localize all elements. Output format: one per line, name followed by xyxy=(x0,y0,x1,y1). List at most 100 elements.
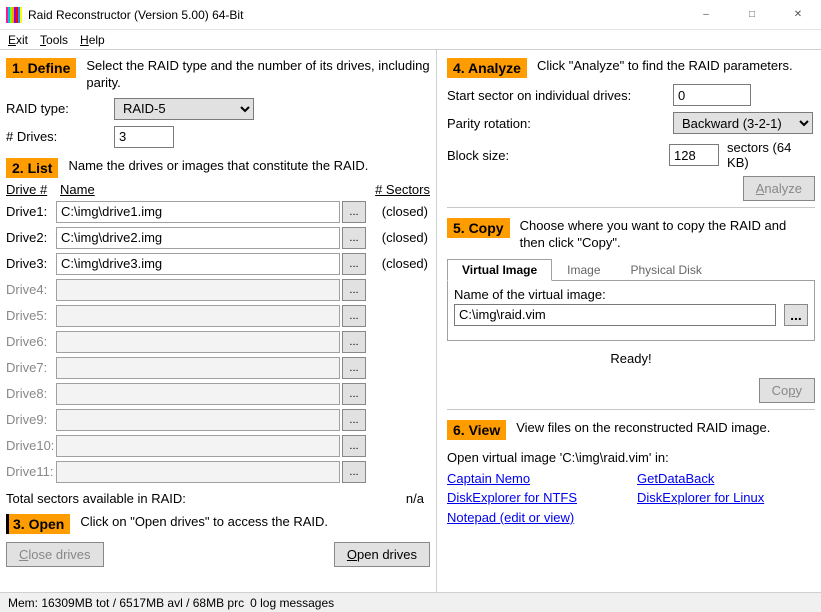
drive-path-input xyxy=(56,435,340,457)
drive-row: Drive5: ... xyxy=(6,303,430,329)
blocksize-suffix: sectors (64 KB) xyxy=(727,140,815,170)
browse-drive-button[interactable]: ... xyxy=(342,227,366,249)
define-badge: 1. Define xyxy=(6,58,76,78)
viewer-link[interactable]: DiskExplorer for NTFS xyxy=(447,488,577,508)
browse-drive-button[interactable]: ... xyxy=(342,305,366,327)
parity-select[interactable]: Backward (3-2-1) xyxy=(673,112,813,134)
drive-path-input xyxy=(56,331,340,353)
drive-row: Drive3: C:\img\drive3.img ... (closed) xyxy=(6,251,430,277)
status-log: 0 log messages xyxy=(250,596,334,610)
browse-drive-button[interactable]: ... xyxy=(342,279,366,301)
viewer-link[interactable]: GetDataBack xyxy=(637,469,764,489)
drive-row: Drive2: C:\img\drive2.img ... (closed) xyxy=(6,225,430,251)
drive-label: Drive6: xyxy=(6,334,54,349)
drive-path-input[interactable]: C:\img\drive2.img xyxy=(56,227,340,249)
raidtype-label: RAID type: xyxy=(6,101,106,116)
drive-row: Drive6: ... xyxy=(6,329,430,355)
drive-path-input xyxy=(56,409,340,431)
browse-virtual-image-button[interactable]: ... xyxy=(784,304,808,326)
drive-label: Drive3: xyxy=(6,256,54,271)
titlebar: Raid Reconstructor (Version 5.00) 64-Bit… xyxy=(0,0,821,30)
browse-drive-button[interactable]: ... xyxy=(342,435,366,457)
menu-exit[interactable]: Exit xyxy=(8,33,28,47)
drive-row: Drive9: ... xyxy=(6,407,430,433)
virtual-image-path-input[interactable] xyxy=(454,304,776,326)
startsector-label: Start sector on individual drives: xyxy=(447,88,665,103)
drive-path-input xyxy=(56,279,340,301)
view-badge: 6. View xyxy=(447,420,506,440)
drive-row: Drive7: ... xyxy=(6,355,430,381)
copy-button[interactable]: Copy xyxy=(759,378,815,403)
browse-drive-button[interactable]: ... xyxy=(342,383,366,405)
minimize-button[interactable]: – xyxy=(683,0,729,30)
drive-path-input xyxy=(56,305,340,327)
col-sectors: # Sectors xyxy=(360,182,430,197)
drive-label: Drive9: xyxy=(6,412,54,427)
list-desc: Name the drives or images that constitut… xyxy=(68,158,368,175)
drive-row: Drive11: ... xyxy=(6,459,430,485)
browse-drive-button[interactable]: ... xyxy=(342,409,366,431)
viewer-link[interactable]: Notepad (edit or view) xyxy=(447,508,577,528)
drive-label: Drive5: xyxy=(6,308,54,323)
browse-drive-button[interactable]: ... xyxy=(342,461,366,483)
numdrives-input[interactable] xyxy=(114,126,174,148)
statusbar: Mem: 16309MB tot / 6517MB avl / 68MB prc… xyxy=(0,592,821,612)
drive-label: Drive10: xyxy=(6,438,54,453)
drive-row: Drive1: C:\img\drive1.img ... (closed) xyxy=(6,199,430,225)
drive-path-input xyxy=(56,461,340,483)
browse-drive-button[interactable]: ... xyxy=(342,357,366,379)
drive-label: Drive11: xyxy=(6,464,54,479)
maximize-button[interactable]: □ xyxy=(729,0,775,30)
copy-desc: Choose where you want to copy the RAID a… xyxy=(520,218,815,252)
analyze-button[interactable]: Analyze xyxy=(743,176,815,201)
close-button[interactable]: ✕ xyxy=(775,0,821,30)
raidtype-select[interactable]: RAID-5 xyxy=(114,98,254,120)
close-drives-button[interactable]: Close drives xyxy=(6,542,104,567)
drive-row: Drive8: ... xyxy=(6,381,430,407)
drive-label: Drive7: xyxy=(6,360,54,375)
analyze-badge: 4. Analyze xyxy=(447,58,527,78)
drive-status: (closed) xyxy=(368,230,430,245)
open-desc: Click on "Open drives" to access the RAI… xyxy=(80,514,328,531)
drive-label: Drive2: xyxy=(6,230,54,245)
col-drive-number: Drive # xyxy=(6,182,60,197)
list-badge: 2. List xyxy=(6,158,58,178)
viewer-link[interactable]: DiskExplorer for Linux xyxy=(637,488,764,508)
open-in-label: Open virtual image 'C:\img\raid.vim' in: xyxy=(447,450,815,465)
drive-path-input[interactable]: C:\img\drive1.img xyxy=(56,201,340,223)
numdrives-label: # Drives: xyxy=(6,129,106,144)
startsector-input[interactable] xyxy=(673,84,751,106)
drive-label: Drive8: xyxy=(6,386,54,401)
blocksize-input[interactable] xyxy=(669,144,719,166)
browse-drive-button[interactable]: ... xyxy=(342,331,366,353)
copy-badge: 5. Copy xyxy=(447,218,510,238)
menu-tools[interactable]: Tools xyxy=(40,33,68,47)
browse-drive-button[interactable]: ... xyxy=(342,253,366,275)
define-desc: Select the RAID type and the number of i… xyxy=(86,58,430,92)
parity-label: Parity rotation: xyxy=(447,116,665,131)
drive-path-input[interactable]: C:\img\drive3.img xyxy=(56,253,340,275)
blocksize-label: Block size: xyxy=(447,148,661,163)
menubar: Exit Tools Help xyxy=(0,30,821,50)
drive-label: Drive1: xyxy=(6,204,54,219)
tab-virtual-image[interactable]: Virtual Image xyxy=(447,259,552,281)
open-drives-button[interactable]: Open drives xyxy=(334,542,430,567)
drive-status: (closed) xyxy=(368,204,430,219)
drive-row: Drive10: ... xyxy=(6,433,430,459)
drive-path-input xyxy=(56,383,340,405)
browse-drive-button[interactable]: ... xyxy=(342,201,366,223)
window-title: Raid Reconstructor (Version 5.00) 64-Bit xyxy=(28,8,243,22)
viewer-link[interactable]: Captain Nemo xyxy=(447,469,577,489)
totals-label: Total sectors available in RAID: xyxy=(6,491,186,506)
menu-help[interactable]: Help xyxy=(80,33,105,47)
status-memory: Mem: 16309MB tot / 6517MB avl / 68MB prc xyxy=(8,596,244,610)
virtual-image-name-label: Name of the virtual image: xyxy=(454,287,808,302)
drive-status: (closed) xyxy=(368,256,430,271)
view-desc: View files on the reconstructed RAID ima… xyxy=(516,420,770,437)
open-badge: 3. Open xyxy=(6,514,70,534)
totals-value: n/a xyxy=(406,491,424,506)
drive-label: Drive4: xyxy=(6,282,54,297)
analyze-desc: Click "Analyze" to find the RAID paramet… xyxy=(537,58,793,75)
tab-physical-disk[interactable]: Physical Disk xyxy=(616,259,717,281)
tab-image[interactable]: Image xyxy=(552,259,615,281)
